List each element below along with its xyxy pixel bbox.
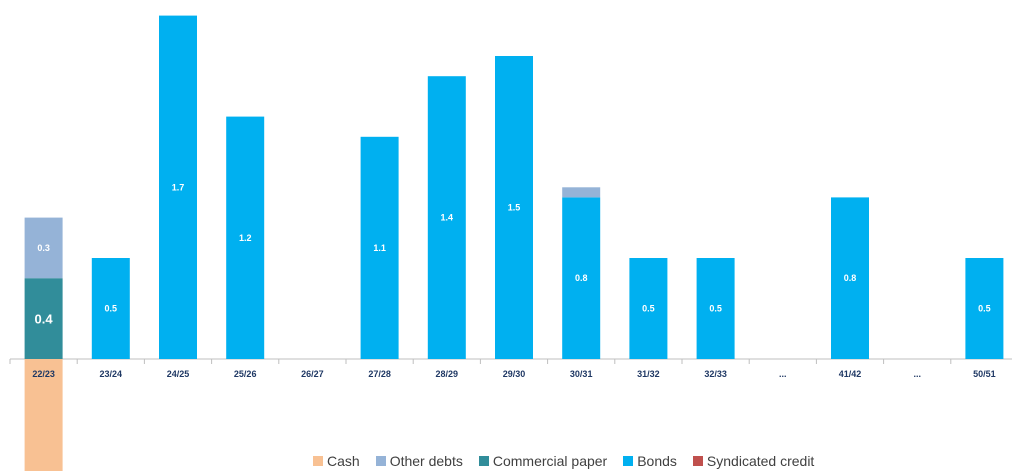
bar-data-label: 1.5: [508, 203, 521, 213]
x-tick-label: 30/31: [570, 369, 593, 379]
legend-item-bonds: Bonds: [623, 453, 677, 469]
legend-item-syndicated-credit: Syndicated credit: [692, 453, 815, 469]
x-tick-label: 41/42: [839, 369, 862, 379]
bar-bonds: [159, 15, 197, 359]
bar-bonds: [91, 258, 130, 359]
bar-data-label: 0.5: [105, 304, 118, 314]
bar-data-label: 0.5: [978, 304, 991, 314]
bar-other-debts: [562, 187, 601, 198]
bar-bonds: [360, 136, 399, 359]
x-tick-label: 22/23: [32, 369, 55, 379]
legend-item-other-debts: Other debts: [375, 453, 463, 469]
legend-swatch: [478, 456, 489, 466]
bar-data-label: 0.3: [37, 243, 50, 253]
bar-data-label: 1.7: [172, 182, 185, 192]
bar-bonds: [562, 197, 601, 359]
bar-data-label: 0.8: [844, 273, 857, 283]
legend-item-commercial-paper: Commercial paper: [478, 453, 608, 469]
x-tick-label: ...: [779, 369, 787, 379]
legend-item-cash: Cash: [313, 453, 360, 469]
bar-bonds: [696, 258, 735, 359]
legend-swatch: [692, 456, 703, 466]
bar-bonds: [629, 258, 668, 359]
bar-bonds: [831, 197, 869, 359]
x-tick-label: 50/51: [973, 369, 996, 379]
x-tick-label: 28/29: [436, 369, 459, 379]
bar-other-debts: [24, 217, 63, 279]
bar-data-label: 1.1: [373, 243, 386, 253]
bar-commercial-paper: [24, 278, 63, 359]
x-tick-label: 24/25: [167, 369, 190, 379]
bar-data-label: 1.2: [239, 233, 252, 243]
bar-data-label: 1.4: [441, 213, 454, 223]
x-tick-label: 31/32: [637, 369, 660, 379]
legend-label: Cash: [327, 453, 360, 469]
x-tick-label: ...: [913, 369, 921, 379]
x-tick-label: 25/26: [234, 369, 257, 379]
bar-bonds: [226, 116, 265, 359]
bar-bonds: [495, 56, 533, 359]
x-tick-label: 26/27: [301, 369, 324, 379]
bar-data-label: 0.8: [575, 273, 588, 283]
legend-label: Bonds: [637, 453, 677, 469]
x-tick-label: 23/24: [100, 369, 123, 379]
legend-swatch: [375, 456, 386, 466]
bar-data-label: 0.5: [709, 304, 722, 314]
x-tick-label: 27/28: [368, 369, 391, 379]
legend-swatch: [313, 456, 323, 466]
bar-data-label: 0.5: [642, 304, 655, 314]
bar-cash: [24, 359, 63, 471]
legend-swatch: [623, 456, 634, 466]
bar-bonds: [965, 258, 1004, 359]
bar-data-label: 0.4: [35, 312, 54, 327]
x-tick-label: 29/30: [503, 369, 526, 379]
x-tick-label: 32/33: [704, 369, 727, 379]
legend-label: Syndicated credit: [706, 453, 815, 469]
bar-bonds: [427, 76, 466, 359]
chart-legend: Cash Other debts Commercial paper Bonds Synd…: [313, 453, 814, 469]
legend-label: Commercial paper: [492, 453, 608, 469]
legend-label: Other debts: [389, 453, 463, 469]
